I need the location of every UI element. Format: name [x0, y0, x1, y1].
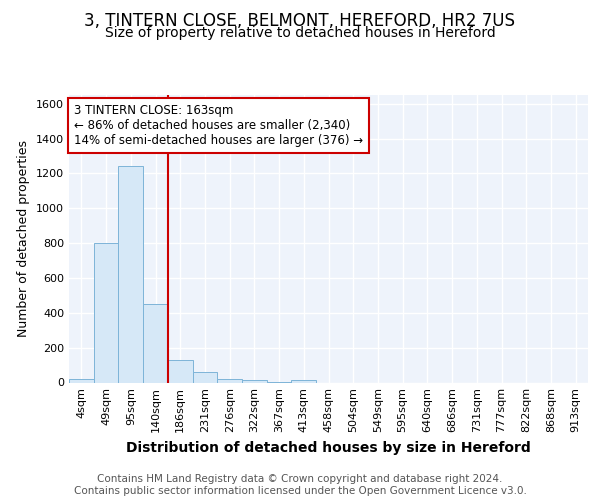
Bar: [143, 304, 168, 382]
Text: Contains public sector information licensed under the Open Government Licence v3: Contains public sector information licen…: [74, 486, 526, 496]
Bar: [118, 166, 143, 382]
X-axis label: Distribution of detached houses by size in Hereford: Distribution of detached houses by size …: [126, 441, 531, 455]
Bar: [242, 380, 267, 382]
Bar: [94, 243, 118, 382]
Bar: [292, 380, 316, 382]
Y-axis label: Number of detached properties: Number of detached properties: [17, 140, 31, 337]
Text: Size of property relative to detached houses in Hereford: Size of property relative to detached ho…: [104, 26, 496, 40]
Text: 3 TINTERN CLOSE: 163sqm
← 86% of detached houses are smaller (2,340)
14% of semi: 3 TINTERN CLOSE: 163sqm ← 86% of detache…: [74, 104, 364, 146]
Bar: [69, 379, 94, 382]
Bar: [217, 379, 242, 382]
Text: Contains HM Land Registry data © Crown copyright and database right 2024.: Contains HM Land Registry data © Crown c…: [97, 474, 503, 484]
Bar: [168, 360, 193, 382]
Bar: [193, 372, 217, 382]
Text: 3, TINTERN CLOSE, BELMONT, HEREFORD, HR2 7US: 3, TINTERN CLOSE, BELMONT, HEREFORD, HR2…: [85, 12, 515, 30]
